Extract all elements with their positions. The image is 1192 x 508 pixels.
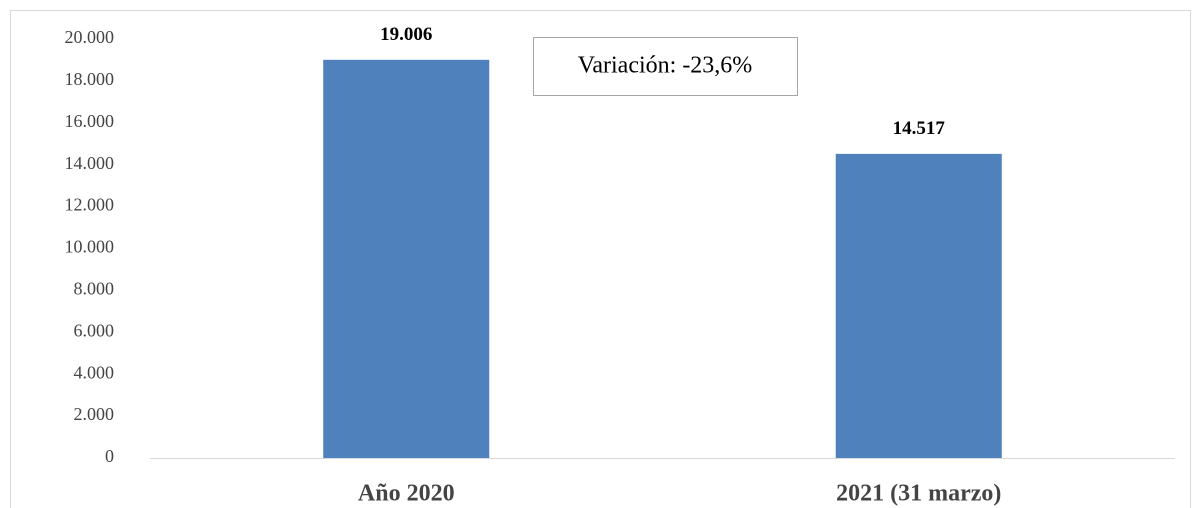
value-label: 19.006 bbox=[380, 24, 432, 45]
y-tick-label: 4.000 bbox=[74, 362, 115, 382]
bar bbox=[323, 59, 490, 458]
y-tick-label: 6.000 bbox=[74, 320, 115, 340]
y-tick-label: 2.000 bbox=[74, 404, 115, 424]
x-tick-label: 2021 (31 marzo) bbox=[836, 481, 1001, 507]
y-tick-label: 0 bbox=[105, 446, 114, 466]
chart-frame bbox=[10, 10, 1191, 508]
x-tick-label: Año 2020 bbox=[358, 481, 455, 507]
y-tick-label: 20.000 bbox=[65, 27, 115, 47]
y-tick-label: 8.000 bbox=[74, 279, 115, 299]
annotation: Variación: -23,6% bbox=[578, 53, 753, 79]
value-label: 14.517 bbox=[893, 118, 946, 139]
y-tick-label: 10.000 bbox=[65, 237, 115, 257]
y-tick-label: 18.000 bbox=[65, 69, 115, 89]
y-tick-label: 16.000 bbox=[65, 111, 115, 131]
bar bbox=[835, 153, 1002, 459]
y-tick-label: 14.000 bbox=[65, 153, 115, 173]
annotation-box bbox=[533, 37, 798, 96]
y-tick-label: 12.000 bbox=[65, 195, 115, 215]
